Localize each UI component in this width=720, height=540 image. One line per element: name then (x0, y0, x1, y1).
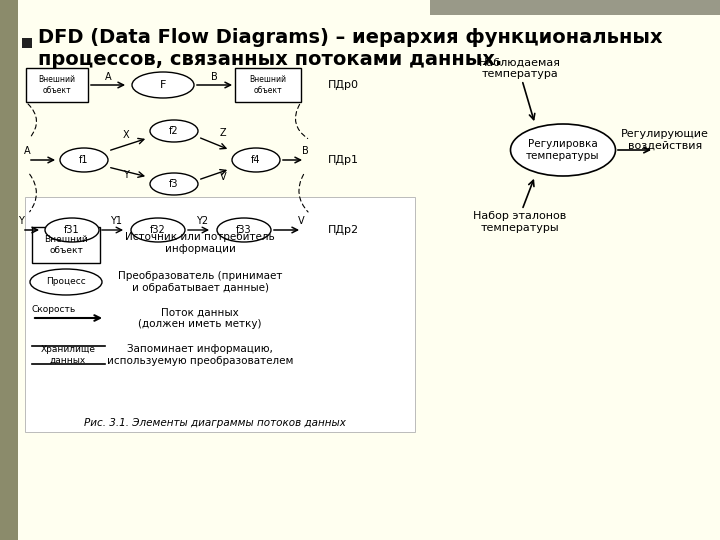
Text: Y: Y (18, 216, 24, 226)
Text: Регулировка
температуры: Регулировка температуры (526, 139, 600, 161)
Text: Поток данных
(должен иметь метку): Поток данных (должен иметь метку) (138, 307, 262, 329)
Text: ПДр2: ПДр2 (328, 225, 359, 235)
Text: V: V (298, 216, 305, 226)
Text: f33: f33 (236, 225, 252, 235)
Text: X: X (123, 130, 130, 140)
Ellipse shape (131, 218, 185, 242)
Text: f32: f32 (150, 225, 166, 235)
Text: F: F (160, 80, 166, 90)
Text: DFD (Data Flow Diagrams) – иерархия функциональных
процессов, связанных потоками: DFD (Data Flow Diagrams) – иерархия функ… (38, 28, 662, 69)
Text: A: A (104, 72, 112, 82)
Text: Регулирующие
воздействия: Регулирующие воздействия (621, 129, 709, 151)
Text: Рис. 3.1. Элементы диаграммы потоков данных: Рис. 3.1. Элементы диаграммы потоков дан… (84, 418, 346, 428)
Text: B: B (302, 146, 309, 156)
Text: Наблюдаемая
температура: Наблюдаемая температура (479, 57, 561, 79)
Text: f2: f2 (169, 126, 179, 136)
Text: B: B (211, 72, 217, 82)
Ellipse shape (30, 269, 102, 295)
Ellipse shape (232, 148, 280, 172)
Bar (25, 197, 415, 432)
Text: Процесс: Процесс (46, 278, 86, 287)
Bar (0, 0, 18, 540)
Text: Y2: Y2 (196, 216, 208, 226)
Text: Источник или потребитель
информации: Источник или потребитель информации (125, 232, 275, 254)
Text: V: V (220, 172, 227, 182)
Text: f1: f1 (79, 155, 89, 165)
Ellipse shape (150, 173, 198, 195)
Text: Скорость: Скорость (32, 306, 76, 314)
Text: f4: f4 (251, 155, 261, 165)
Ellipse shape (45, 218, 99, 242)
Text: ПДр1: ПДр1 (328, 155, 359, 165)
Text: A: A (24, 146, 31, 156)
Ellipse shape (150, 120, 198, 142)
Text: Внешний
объект: Внешний объект (38, 75, 76, 94)
Text: Внешний
объект: Внешний объект (44, 235, 88, 255)
Bar (26, 68, 88, 102)
Bar (430, 0, 720, 15)
Ellipse shape (60, 148, 108, 172)
Bar (235, 68, 301, 102)
Text: ПДр0: ПДр0 (328, 80, 359, 90)
Text: Хранилище
данных: Хранилище данных (40, 345, 96, 364)
Text: f31: f31 (64, 225, 80, 235)
Ellipse shape (217, 218, 271, 242)
Text: Y: Y (123, 170, 129, 180)
Bar (22, 38, 32, 48)
Ellipse shape (510, 124, 616, 176)
Text: Внешний
объект: Внешний объект (250, 75, 287, 94)
Text: Набор эталонов
температуры: Набор эталонов температуры (473, 211, 567, 233)
Bar (32, 227, 100, 263)
Text: Z: Z (220, 128, 227, 138)
Text: Запоминает информацию,
используемую преобразователем: Запоминает информацию, используемую прео… (107, 344, 293, 366)
Text: Преобразователь (принимает
и обрабатывает данные): Преобразователь (принимает и обрабатывае… (118, 271, 282, 293)
Text: f3: f3 (169, 179, 179, 189)
Ellipse shape (132, 72, 194, 98)
Text: Y1: Y1 (110, 216, 122, 226)
